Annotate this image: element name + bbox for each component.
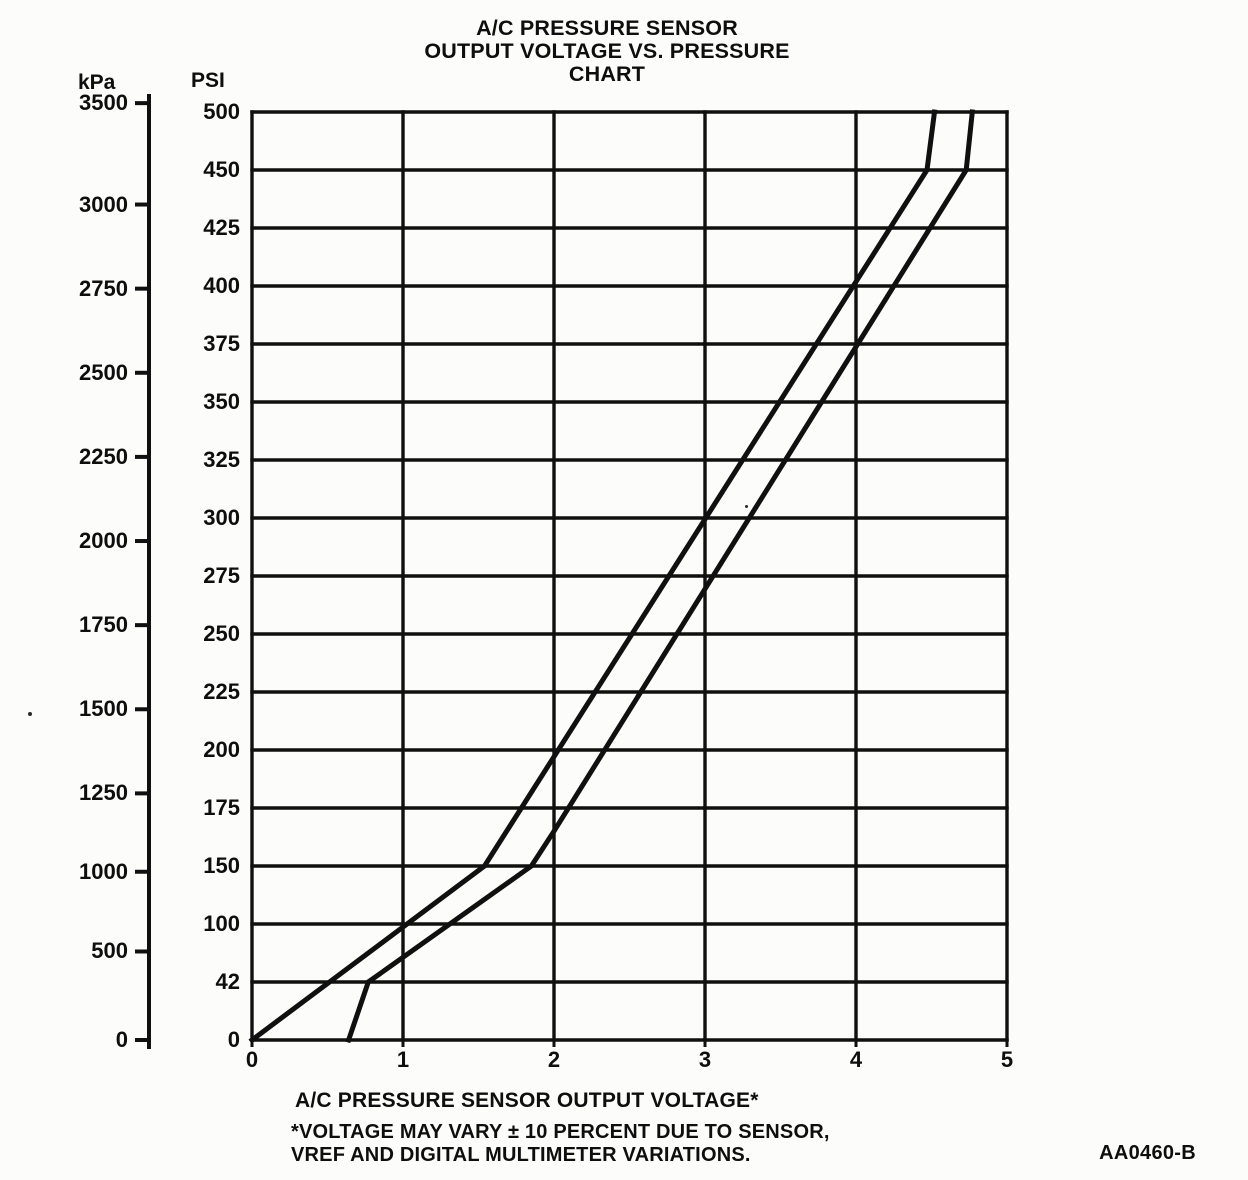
kpa-tick-label: 1000 [79,858,128,884]
kpa-tick-label: 2250 [79,443,128,469]
psi-tick-label: 500 [203,99,240,124]
kpa-tick-label: 3500 [79,90,128,116]
kpa-axis-header: kPa [78,71,116,94]
psi-tick-label: 350 [203,389,240,414]
kpa-tick-label: 3000 [79,191,128,217]
kpa-tick-label: 1500 [79,696,128,722]
kpa-tick-label: 2000 [79,528,128,554]
psi-tick-label: 250 [203,621,240,646]
psi-tick-label: 100 [203,911,240,936]
psi-tick-label: 42 [215,969,240,994]
psi-tick-label: 0 [227,1027,240,1052]
psi-tick-label: 325 [203,447,240,472]
scan-speck [28,712,32,716]
voltage-tick-label: 0 [245,1047,259,1072]
psi-tick-label: 300 [203,505,240,530]
kpa-tick-label: 1750 [79,612,128,638]
chart-title-line-1: A/C PRESSURE SENSOR [476,16,738,40]
psi-tick-label: 225 [203,679,240,704]
voltage-tick-label: 3 [698,1047,712,1072]
voltage-tick-label: 2 [547,1047,561,1072]
psi-tick-label: 425 [203,215,240,240]
psi-tick-label: 200 [203,737,240,762]
kpa-tick-label: 1250 [79,780,128,806]
psi-axis-header: PSI [191,69,225,92]
voltage-tick-label: 5 [1000,1047,1014,1072]
psi-tick-label: 150 [203,853,240,878]
kpa-tick-label: 2500 [79,359,128,385]
upper-tolerance-line [248,109,938,1044]
footnote-line-1: *VOLTAGE MAY VARY ± 10 PERCENT DUE TO SE… [291,1121,830,1143]
x-axis-title: A/C PRESSURE SENSOR OUTPUT VOLTAGE* [295,1089,759,1112]
chart-title-line-3: CHART [568,62,646,86]
scan-speck [745,505,748,508]
figure-code: AA0460-B [1099,1142,1196,1164]
lower-tolerance-line [345,109,976,1044]
voltage-tick-label: 1 [396,1047,410,1072]
psi-tick-label: 450 [203,157,240,182]
psi-tick-label: 275 [203,563,240,588]
footnote-line-2: VREF AND DIGITAL MULTIMETER VARIATIONS. [291,1144,751,1166]
voltage-tolerance-footnote: *VOLTAGE MAY VARY ± 10 PERCENT DUE TO SE… [291,1121,830,1167]
chart-title: A/C PRESSURE SENSOR OUTPUT VOLTAGE VS. P… [305,17,909,86]
kpa-tick-label: 500 [91,938,128,964]
kpa-tick-label: 0 [115,1027,128,1052]
psi-tick-label: 400 [203,273,240,298]
psi-tick-label: 175 [203,795,240,820]
voltage-tick-label: 4 [849,1047,863,1072]
psi-tick-label: 375 [203,331,240,356]
chart-title-line-2: OUTPUT VOLTAGE VS. PRESSURE [424,39,790,63]
kpa-tick-label: 2750 [79,275,128,301]
